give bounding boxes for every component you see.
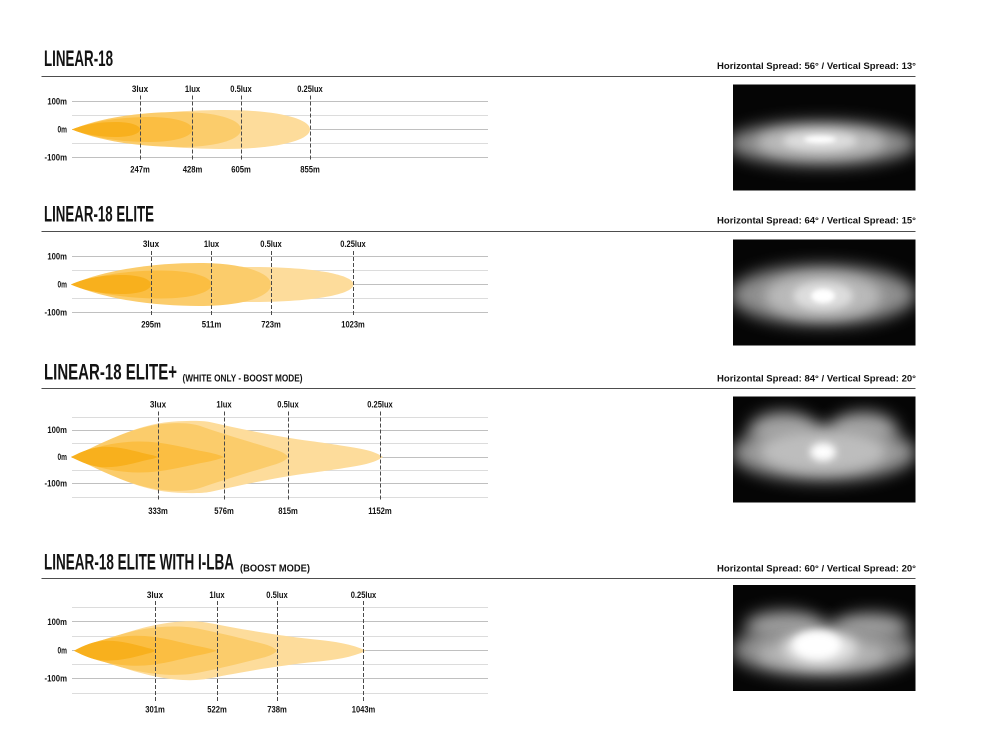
svg-text:Horizontal Spread: 56° / Ver: Horizontal Spread: 56° / Vertical Spread… xyxy=(717,61,916,72)
svg-text:576m: 576m xyxy=(214,506,234,516)
svg-text:0.5lux: 0.5lux xyxy=(260,239,282,249)
svg-text:511m: 511m xyxy=(202,319,222,329)
svg-text:1lux: 1lux xyxy=(204,239,219,249)
svg-text:Horizontal Spread: 84° / Ver: Horizontal Spread: 84° / Vertical Spread… xyxy=(717,373,916,384)
svg-text:1043m: 1043m xyxy=(352,705,376,715)
svg-text:3lux: 3lux xyxy=(150,400,166,410)
svg-text:0m: 0m xyxy=(58,452,68,462)
svg-text:0.25lux: 0.25lux xyxy=(297,84,323,94)
svg-text:605m: 605m xyxy=(231,164,251,174)
svg-text:855m: 855m xyxy=(300,164,320,174)
svg-text:295m: 295m xyxy=(141,319,161,329)
svg-text:LINEAR-18 ELITE WITH I-LBA: LINEAR-18 ELITE WITH I-LBA xyxy=(44,549,234,574)
svg-text:0m: 0m xyxy=(58,279,68,289)
svg-text:-100m: -100m xyxy=(45,152,68,162)
svg-text:Horizontal Spread: 60° / Ver: Horizontal Spread: 60° / Vertical Spread… xyxy=(717,563,916,574)
svg-text:-100m: -100m xyxy=(45,307,68,317)
svg-text:428m: 428m xyxy=(183,164,203,174)
svg-text:0m: 0m xyxy=(58,124,68,134)
svg-text:1lux: 1lux xyxy=(209,590,224,600)
svg-text:1lux: 1lux xyxy=(216,400,231,410)
svg-text:100m: 100m xyxy=(47,96,67,106)
svg-text:1lux: 1lux xyxy=(185,84,200,94)
svg-text:-100m: -100m xyxy=(45,479,68,489)
svg-text:LINEAR-18: LINEAR-18 xyxy=(44,46,113,71)
svg-text:-100m: -100m xyxy=(45,674,68,684)
svg-text:723m: 723m xyxy=(261,319,281,329)
svg-text:3lux: 3lux xyxy=(143,239,159,249)
svg-text:1023m: 1023m xyxy=(341,319,365,329)
svg-text:100m: 100m xyxy=(47,617,67,627)
svg-text:0.5lux: 0.5lux xyxy=(230,84,252,94)
svg-text:301m: 301m xyxy=(145,705,165,715)
svg-text:100m: 100m xyxy=(47,251,67,261)
svg-text:0m: 0m xyxy=(58,646,68,656)
svg-text:(WHITE ONLY - BOOST MODE): (WHITE ONLY - BOOST MODE) xyxy=(183,373,303,385)
svg-text:0.25lux: 0.25lux xyxy=(351,590,377,600)
svg-text:333m: 333m xyxy=(148,506,168,516)
svg-text:0.5lux: 0.5lux xyxy=(266,590,288,600)
svg-text:LINEAR-18 ELITE+: LINEAR-18 ELITE+ xyxy=(44,359,177,384)
svg-text:Horizontal Spread: 64° / Ver: Horizontal Spread: 64° / Vertical Spread… xyxy=(717,216,916,227)
svg-text:3lux: 3lux xyxy=(132,84,148,94)
svg-text:LINEAR-18 ELITE: LINEAR-18 ELITE xyxy=(44,201,154,226)
svg-text:1152m: 1152m xyxy=(368,506,392,516)
svg-text:3lux: 3lux xyxy=(147,590,163,600)
svg-text:0.25lux: 0.25lux xyxy=(367,400,393,410)
svg-text:247m: 247m xyxy=(130,164,150,174)
svg-text:0.25lux: 0.25lux xyxy=(340,239,366,249)
svg-text:0.5lux: 0.5lux xyxy=(277,400,299,410)
svg-text:815m: 815m xyxy=(278,506,298,516)
svg-text:100m: 100m xyxy=(47,425,67,435)
svg-text:522m: 522m xyxy=(207,705,227,715)
svg-text:738m: 738m xyxy=(267,705,287,715)
svg-text:(BOOST MODE): (BOOST MODE) xyxy=(240,562,310,574)
